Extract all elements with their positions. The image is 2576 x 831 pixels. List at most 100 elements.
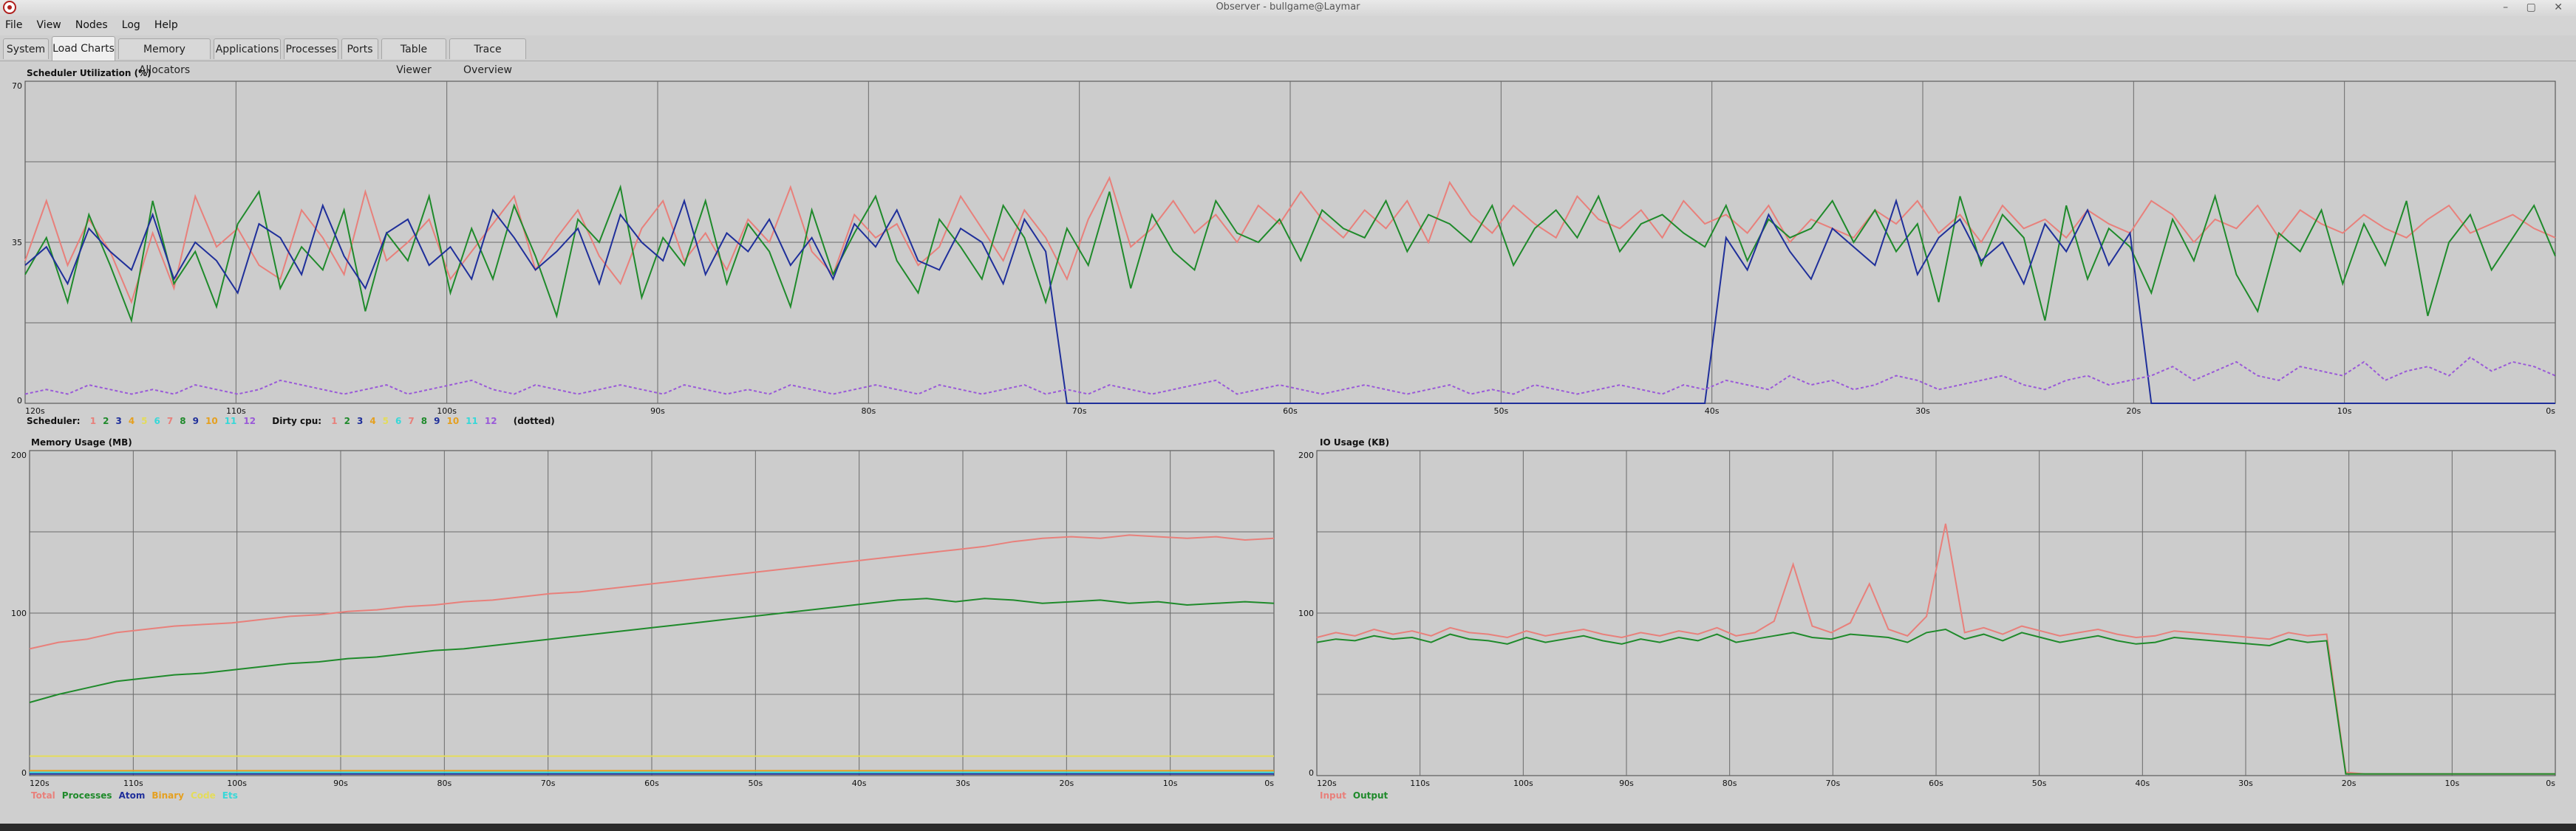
- tab-processes[interactable]: Processes: [284, 38, 338, 59]
- scheduler-legend-item-8: 8: [180, 416, 186, 426]
- io-chart-x-tick: 20s: [2342, 779, 2357, 788]
- memory-chart-x-tick: 40s: [852, 779, 867, 788]
- io-chart-x-tick: 70s: [1825, 779, 1840, 788]
- memory-chart-title: Memory Usage (MB): [31, 437, 132, 448]
- io-chart-x-tick: 90s: [1619, 779, 1634, 788]
- io-chart-y-tick: 100: [1298, 609, 1314, 618]
- io-chart-y-tick: 200: [1298, 451, 1314, 460]
- io-legend-item-output: Output: [1352, 790, 1388, 801]
- io-chart-x-tick: 50s: [2032, 779, 2047, 788]
- scheduler-chart-x-tick: 70s: [1072, 406, 1087, 416]
- scheduler-chart-x-tick: 100s: [437, 406, 457, 416]
- scheduler-chart-x-tick: 20s: [2126, 406, 2141, 416]
- io-chart-x-tick: 120s: [1317, 779, 1337, 788]
- memory-legend: Total Processes Atom Binary Code Ets: [31, 790, 245, 801]
- scheduler-chart-x-tick: 80s: [861, 406, 876, 416]
- scheduler-chart-x-tick: 30s: [1915, 406, 1930, 416]
- memory-chart-x-tick: 50s: [748, 779, 763, 788]
- memory-legend-item-ets: Ets: [222, 790, 238, 801]
- tab-load-charts[interactable]: Load Charts: [52, 36, 115, 61]
- io-chart-title: IO Usage (KB): [1320, 437, 1390, 448]
- scheduler-legend-item-3: 3: [115, 416, 122, 426]
- scheduler-legend-item-6: 6: [154, 416, 160, 426]
- tab-applications[interactable]: Applications: [214, 38, 281, 59]
- tab-memory-allocators[interactable]: Memory Allocators: [118, 38, 211, 76]
- scheduler-chart-series-1: [24, 176, 2556, 304]
- menu-nodes[interactable]: Nodes: [75, 19, 108, 31]
- memory-chart-x-tick: 80s: [437, 779, 452, 788]
- memory-chart-y-tick: 0: [21, 768, 27, 778]
- dirty-cpu-legend-item-12: 12: [484, 416, 497, 426]
- io-chart-x-tick: 60s: [1929, 779, 1943, 788]
- dirty-cpu-legend-item-8: 8: [420, 416, 428, 426]
- scheduler-legend-item-12: 12: [243, 416, 256, 426]
- dotted-note: (dotted): [513, 416, 555, 426]
- memory-chart-x-tick: 70s: [541, 779, 556, 788]
- dirty-cpu-legend-item-10: 10: [446, 416, 460, 426]
- menu-log[interactable]: Log: [121, 19, 140, 31]
- memory-chart-x-tick: 20s: [1059, 779, 1074, 788]
- scheduler-chart-x-tick: 0s: [2546, 406, 2555, 416]
- io-chart-x-tick: 30s: [2238, 779, 2253, 788]
- memory-legend-item-total: Total: [31, 790, 55, 801]
- memory-chart-series-total: [29, 534, 1275, 650]
- tab-bar: System Load Charts Memory Allocators App…: [0, 35, 2576, 76]
- dirty-cpu-legend-item-5: 5: [382, 416, 389, 426]
- memory-chart-x-tick: 10s: [1163, 779, 1178, 788]
- window-title: Observer - bullgame@Laymar: [1216, 1, 1360, 13]
- memory-legend-item-binary: Binary: [151, 790, 184, 801]
- dirty-cpu-legend-item-2: 2: [344, 416, 350, 426]
- memory-legend-item-processes: Processes: [61, 790, 112, 801]
- memory-chart-x-tick: 120s: [30, 779, 50, 788]
- menu-view[interactable]: View: [36, 19, 61, 31]
- io-chart-x-tick: 100s: [1513, 779, 1533, 788]
- scheduler-chart-series-2: [24, 184, 2556, 324]
- scheduler-chart-series-3: [24, 198, 2555, 404]
- io-legend: Input Output: [1320, 790, 1394, 801]
- tab-ports[interactable]: Ports: [341, 38, 378, 59]
- io-chart-x-tick: 10s: [2444, 779, 2459, 788]
- tab-table-viewer[interactable]: Table Viewer: [381, 38, 446, 76]
- scheduler-chart-x-tick: 120s: [25, 406, 45, 416]
- dirty-cpu-legend-item-7: 7: [408, 416, 415, 426]
- io-chart-series-output: [1316, 628, 2555, 775]
- scheduler-chart-x-tick: 90s: [650, 406, 665, 416]
- io-chart-x-tick: 0s: [2546, 779, 2555, 788]
- memory-chart-y-tick: 100: [11, 609, 27, 618]
- dirty-cpu-legend-item-9: 9: [434, 416, 440, 426]
- memory-chart-x-tick: 110s: [123, 779, 143, 788]
- scheduler-chart-x-tick: 10s: [2337, 406, 2352, 416]
- menu-help[interactable]: Help: [154, 19, 178, 31]
- scheduler-chart-y-tick: 0: [17, 396, 22, 406]
- memory-legend-item-atom: Atom: [118, 790, 146, 801]
- scheduler-chart-title: Scheduler Utilization (%): [27, 68, 151, 78]
- scheduler-chart-y-tick: 35: [12, 238, 22, 247]
- tab-trace-overview[interactable]: Trace Overview: [449, 38, 526, 76]
- scheduler-legend-item-2: 2: [103, 416, 109, 426]
- window-controls[interactable]: – ▢ ✕: [2503, 1, 2570, 13]
- tab-system[interactable]: System: [3, 38, 49, 59]
- scheduler-chart-x-tick: 60s: [1283, 406, 1298, 416]
- scheduler-legend-item-10: 10: [205, 416, 218, 426]
- menu-file[interactable]: File: [5, 19, 23, 31]
- scheduler-legend-item-5: 5: [141, 416, 148, 426]
- scheduler-legend-label: Scheduler:: [27, 416, 81, 426]
- memory-chart-x-tick: 60s: [644, 779, 659, 788]
- memory-legend-item-code: Code: [191, 790, 216, 801]
- io-legend-item-input: Input: [1320, 790, 1346, 801]
- scheduler-legend-item-11: 11: [224, 416, 237, 426]
- dirty-cpu-legend-item-11: 11: [466, 416, 478, 426]
- scheduler-chart-x-tick: 40s: [1705, 406, 1720, 416]
- dirty-cpu-legend-item-4: 4: [369, 416, 376, 426]
- scheduler-legend-item-7: 7: [166, 416, 174, 426]
- memory-chart-x-tick: 0s: [1264, 779, 1274, 788]
- scheduler-legend-item-1: 1: [89, 416, 97, 426]
- io-chart-series-input: [1316, 523, 2555, 775]
- dirty-cpu-legend-item-6: 6: [395, 416, 402, 426]
- dirty-cpu-legend-item-1: 1: [331, 416, 338, 426]
- memory-chart-x-tick: 30s: [955, 779, 970, 788]
- bottom-status-strip: [0, 824, 2576, 831]
- memory-chart-y-tick: 200: [11, 451, 27, 460]
